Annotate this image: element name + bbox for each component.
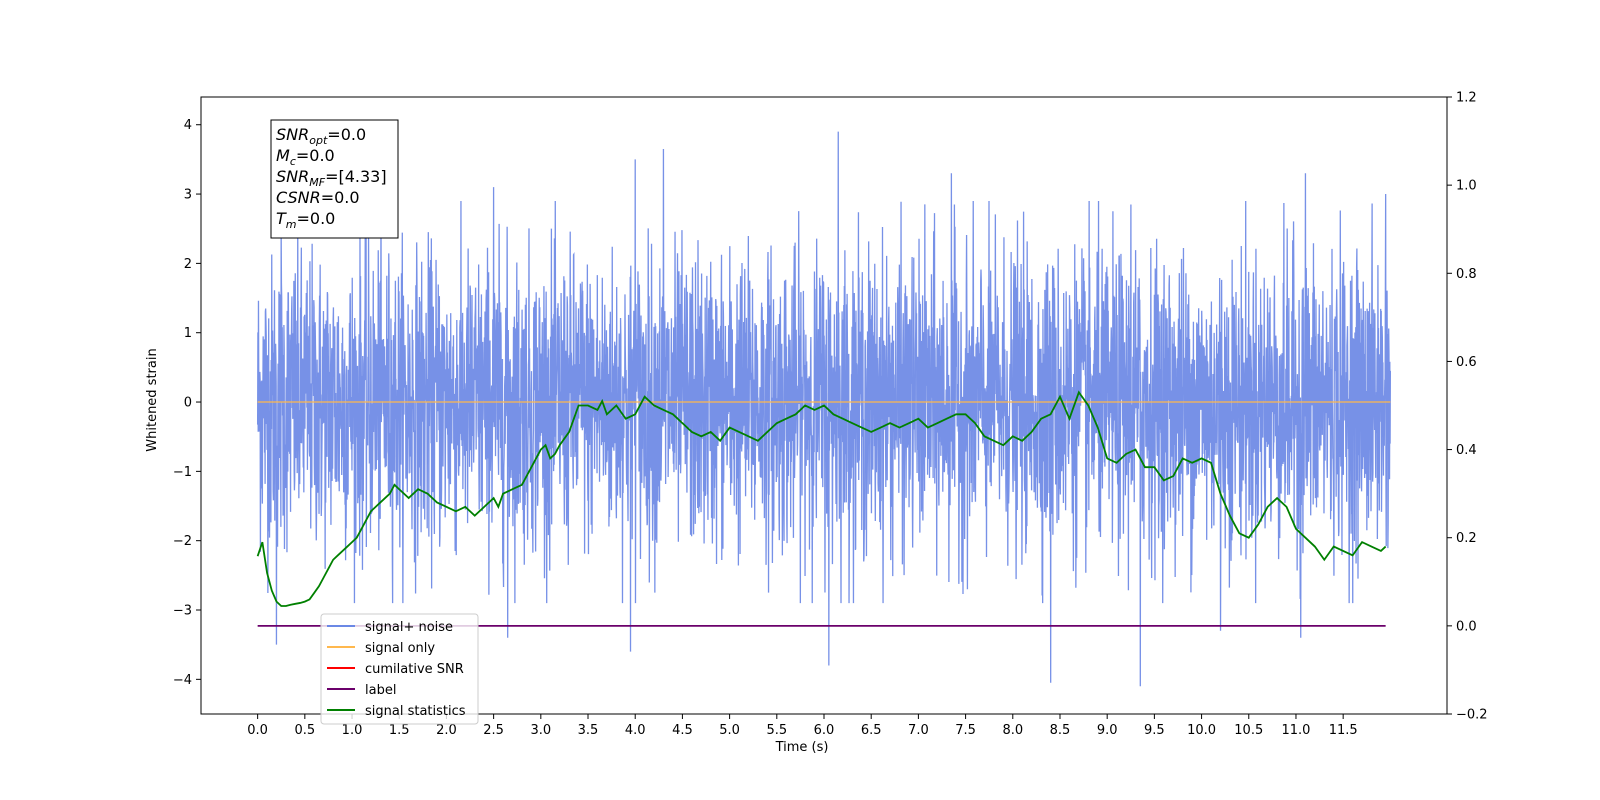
annotation-frame <box>270 119 399 239</box>
y-tick-label: 0 <box>184 396 192 411</box>
y-tick-label: −4 <box>173 673 192 688</box>
y-axis-label: Whitened strain <box>145 348 160 451</box>
series-signal-statistics-line <box>256 390 1387 607</box>
series-signal-noise-line <box>256 131 1392 687</box>
y-tick-label: 4 <box>184 118 192 133</box>
x-tick-label: 0.0 <box>247 723 268 738</box>
x-tick-label: 9.5 <box>1144 723 1165 738</box>
y-right-tick-label: 0.8 <box>1456 267 1477 282</box>
x-tick-label: 2.5 <box>483 723 504 738</box>
y-right-tick-label: 0.4 <box>1456 443 1477 458</box>
y-tick-label: 3 <box>184 188 192 203</box>
x-tick-label: 10.5 <box>1234 723 1263 738</box>
y-right-tick-label: 1.2 <box>1456 91 1477 106</box>
x-tick-label: 3.5 <box>578 723 599 738</box>
annotation-line: CSNR=0.0 <box>276 188 360 207</box>
x-axis-label: Time (s) <box>775 740 829 755</box>
x-tick-label: 8.0 <box>1002 723 1023 738</box>
x-tick-label: 5.5 <box>766 723 787 738</box>
legend-label: signal+ noise <box>365 620 453 635</box>
x-tick-label: 3.0 <box>530 723 551 738</box>
x-tick-label: 5.0 <box>719 723 740 738</box>
x-tick-label: 10.0 <box>1187 723 1216 738</box>
x-tick-label: 7.0 <box>908 723 929 738</box>
x-tick-label: 1.5 <box>389 723 410 738</box>
x-tick-label: 9.0 <box>1097 723 1118 738</box>
x-tick-label: 11.5 <box>1329 723 1358 738</box>
legend-frame <box>320 613 479 725</box>
y-right-tick-label: 0.6 <box>1456 355 1477 370</box>
y-tick-label: 2 <box>184 257 192 272</box>
y-right-tick-label: 0.0 <box>1456 619 1477 634</box>
annotation-line: SNRMF=[4.33] <box>276 167 387 189</box>
x-tick-label: 11.0 <box>1281 723 1310 738</box>
annotation-line: Mc=0.0 <box>276 146 335 168</box>
legend-label: label <box>365 683 396 698</box>
x-tick-label: 2.0 <box>436 723 457 738</box>
axes: 0.0 0.5 1.0 1.5 2.0 2.5 3.0 3.5 4.0 4.5 5.0 5.5 6.0 6… <box>173 91 1488 739</box>
y-tick-label: −1 <box>173 465 192 480</box>
annotation-line: Tm=0.0 <box>276 209 335 231</box>
y-tick-label: 1 <box>184 326 192 341</box>
y-right-tick-label: 1.0 <box>1456 179 1477 194</box>
legend: signal+ noise signal only cumilative SNR la… <box>320 613 479 725</box>
x-tick-label: 6.5 <box>861 723 882 738</box>
x-tick-label: 8.5 <box>1050 723 1071 738</box>
x-tick-label: 4.0 <box>625 723 646 738</box>
annotation-line: SNRopt=0.0 <box>276 125 366 147</box>
y-right-tick-label: −0.2 <box>1456 708 1488 723</box>
legend-label: signal only <box>365 641 435 656</box>
y-tick-label: −3 <box>173 604 192 619</box>
x-tick-label: 1.0 <box>342 723 363 738</box>
x-tick-label: 6.0 <box>814 723 835 738</box>
legend-label: cumilative SNR <box>365 662 464 677</box>
x-tick-label: 4.5 <box>672 723 693 738</box>
x-tick-label: 0.5 <box>294 723 315 738</box>
y-tick-label: −2 <box>173 534 192 549</box>
x-tick-label: 7.5 <box>955 723 976 738</box>
y-right-tick-label: 0.2 <box>1456 531 1477 546</box>
plot-area <box>256 131 1392 687</box>
legend-label: signal statistics <box>365 704 466 719</box>
